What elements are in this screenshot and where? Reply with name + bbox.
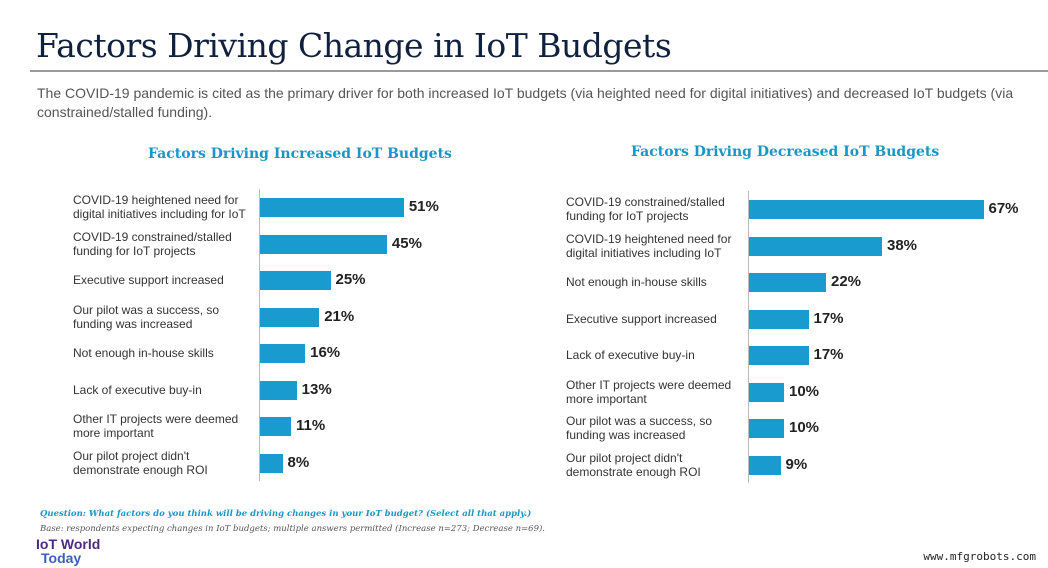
category-label: Not enough in-house skills xyxy=(73,346,214,360)
y-axis-line xyxy=(259,189,260,481)
logo: IoT World Today xyxy=(36,537,100,565)
page-title: Factors Driving Change in IoT Budgets xyxy=(36,26,672,65)
category-label: Other IT projects were deemed more impor… xyxy=(566,377,732,406)
watermark: www.mfgrobots.com xyxy=(923,550,1036,563)
bar xyxy=(749,273,826,292)
category-label: COVID-19 constrained/stalled funding for… xyxy=(73,229,232,258)
category-label: Executive support increased xyxy=(73,273,224,287)
category-label: Lack of executive buy-in xyxy=(566,348,695,362)
logo-line1: IoT World xyxy=(36,536,101,552)
data-label: 9% xyxy=(785,455,808,473)
bar xyxy=(749,200,984,219)
category-label: COVID-19 heightened need for digital ini… xyxy=(73,193,246,221)
survey-question: Question: What factors do you think will… xyxy=(40,509,532,519)
data-label: 17% xyxy=(813,309,844,327)
category-label: Executive support increased xyxy=(566,311,717,326)
bar xyxy=(260,344,306,363)
data-label: 8% xyxy=(287,453,310,471)
category-label: Our pilot project didn't demonstrate eno… xyxy=(73,448,208,477)
category-label: Our pilot project didn't demonstrate eno… xyxy=(566,450,701,479)
data-label: 67% xyxy=(988,200,1019,217)
bar xyxy=(749,419,784,438)
category-label: Our pilot was a success, so funding was … xyxy=(73,302,220,331)
data-label: 38% xyxy=(887,236,918,254)
bar xyxy=(749,346,809,365)
data-label: 13% xyxy=(301,380,332,398)
data-label: 10% xyxy=(789,382,820,400)
title-divider xyxy=(30,70,1048,72)
data-label: 22% xyxy=(831,273,862,290)
bar xyxy=(749,309,809,329)
category-label: Lack of executive buy-in xyxy=(73,382,202,397)
y-axis-line xyxy=(748,191,749,483)
category-label: Other IT projects were deemed more impor… xyxy=(73,412,239,440)
survey-base: Base: respondents expecting changes in I… xyxy=(40,524,545,534)
data-label: 25% xyxy=(335,271,366,288)
subtitle: The COVID-19 pandemic is cited as the pr… xyxy=(37,85,1014,120)
data-label: 21% xyxy=(324,307,355,325)
decreased-chart-title: Factors Driving Decreased IoT Budgets xyxy=(631,144,940,160)
bar xyxy=(260,234,387,254)
data-label: 10% xyxy=(789,419,820,436)
data-label: 16% xyxy=(310,344,341,361)
bar xyxy=(260,417,292,436)
bar xyxy=(260,198,404,217)
bar xyxy=(749,455,781,475)
bar xyxy=(749,382,784,402)
category-label: Not enough in-house skills xyxy=(566,275,707,289)
bar xyxy=(260,307,320,327)
bar xyxy=(749,236,882,256)
category-label: Our pilot was a success, so funding was … xyxy=(566,414,713,442)
data-label: 11% xyxy=(296,417,326,434)
data-label: 45% xyxy=(391,234,422,252)
data-label: 17% xyxy=(813,346,844,363)
bar xyxy=(260,380,297,400)
category-label: COVID-19 heightened need for digital ini… xyxy=(566,231,732,260)
bar xyxy=(260,453,283,473)
logo-line2: Today xyxy=(41,550,82,566)
increased-chart-title: Factors Driving Increased IoT Budgets xyxy=(148,146,452,162)
bar xyxy=(260,271,331,290)
category-label: COVID-19 constrained/stalled funding for… xyxy=(566,195,725,223)
data-label: 51% xyxy=(408,198,439,215)
